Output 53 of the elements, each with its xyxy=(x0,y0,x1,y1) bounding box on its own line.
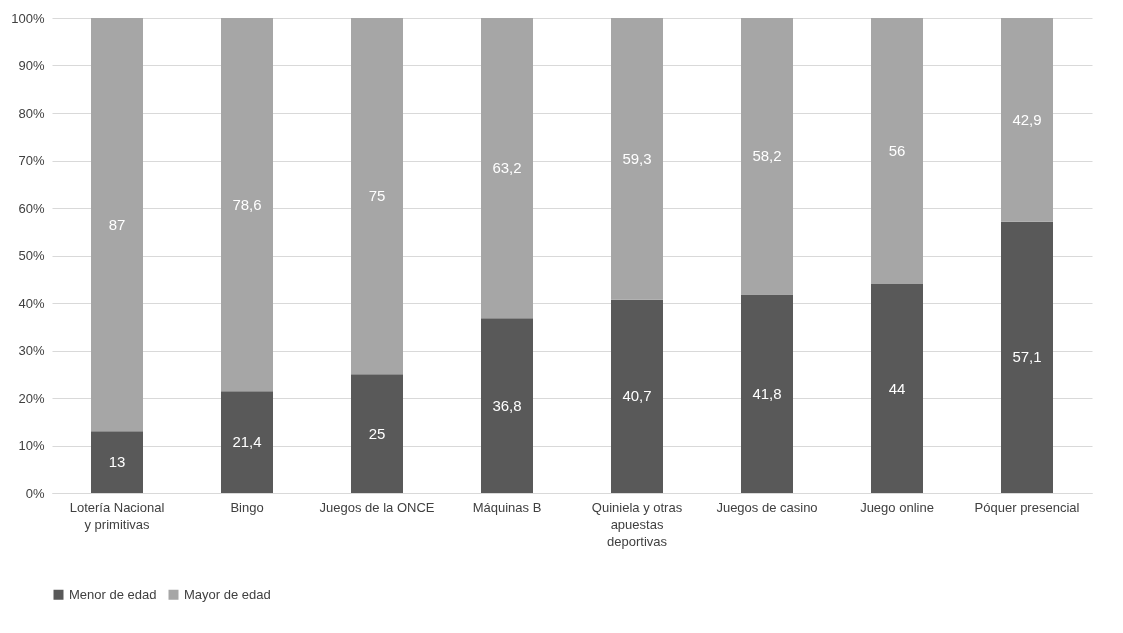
data-label: 56 xyxy=(888,142,906,159)
x-tick-label: Juegos de la ONCE xyxy=(319,499,435,515)
data-label: 63,2 xyxy=(492,159,522,177)
y-tick-label: 40% xyxy=(18,295,45,311)
bar xyxy=(871,284,923,493)
bar xyxy=(1001,221,1053,493)
data-label: 57,1 xyxy=(1012,348,1042,366)
data-label: 13 xyxy=(108,453,126,471)
bar xyxy=(221,18,273,392)
x-tick-label: Quiniela y otras apuestas deportivas xyxy=(591,499,683,549)
y-tick-label: 80% xyxy=(18,105,45,121)
bar xyxy=(481,318,533,493)
data-label: 44 xyxy=(888,379,906,397)
data-label: 78,6 xyxy=(232,195,262,213)
data-label: 87 xyxy=(108,215,126,233)
y-tick-label: 20% xyxy=(18,390,45,406)
bar xyxy=(741,18,793,295)
bar xyxy=(351,18,403,375)
bar xyxy=(481,18,533,319)
legend-label: Menor de edad xyxy=(69,586,157,602)
bar xyxy=(351,374,403,493)
y-tick-label: 90% xyxy=(18,58,45,73)
data-label: 75 xyxy=(368,187,386,205)
legend-label: Mayor de edad xyxy=(184,586,271,602)
bar xyxy=(611,18,663,300)
x-tick-label: Juego online xyxy=(860,499,934,515)
y-tick-label: 30% xyxy=(18,343,45,358)
x-tick-label: Máquinas B xyxy=(472,499,542,515)
y-tick-label: 10% xyxy=(18,438,45,453)
x-tick-label: Lotería Nacional y primitivas xyxy=(69,499,165,532)
y-tick-label: 60% xyxy=(18,200,45,216)
y-tick-label: 100% xyxy=(11,10,45,26)
bar xyxy=(221,391,273,493)
x-tick-label: Póquer presencial xyxy=(974,499,1080,515)
bar xyxy=(1001,18,1053,222)
data-label: 59,3 xyxy=(622,149,652,167)
data-label: 58,2 xyxy=(752,147,782,165)
data-label: 40,7 xyxy=(622,387,652,405)
data-label: 36,8 xyxy=(492,396,522,414)
bar xyxy=(91,18,143,432)
x-tick-label: Juegos de casino xyxy=(716,499,818,515)
bar xyxy=(741,294,793,493)
bar xyxy=(611,299,663,493)
y-tick-label: 0% xyxy=(25,485,45,501)
y-tick-label: 70% xyxy=(18,153,45,168)
data-label: 21,4 xyxy=(232,433,262,451)
data-label: 42,9 xyxy=(1012,110,1042,128)
x-tick-label: Bingo xyxy=(230,499,264,515)
bar xyxy=(871,18,923,284)
data-label: 25 xyxy=(368,424,386,442)
bar xyxy=(91,431,143,493)
data-label: 41,8 xyxy=(752,384,782,402)
y-tick-label: 50% xyxy=(18,248,45,263)
